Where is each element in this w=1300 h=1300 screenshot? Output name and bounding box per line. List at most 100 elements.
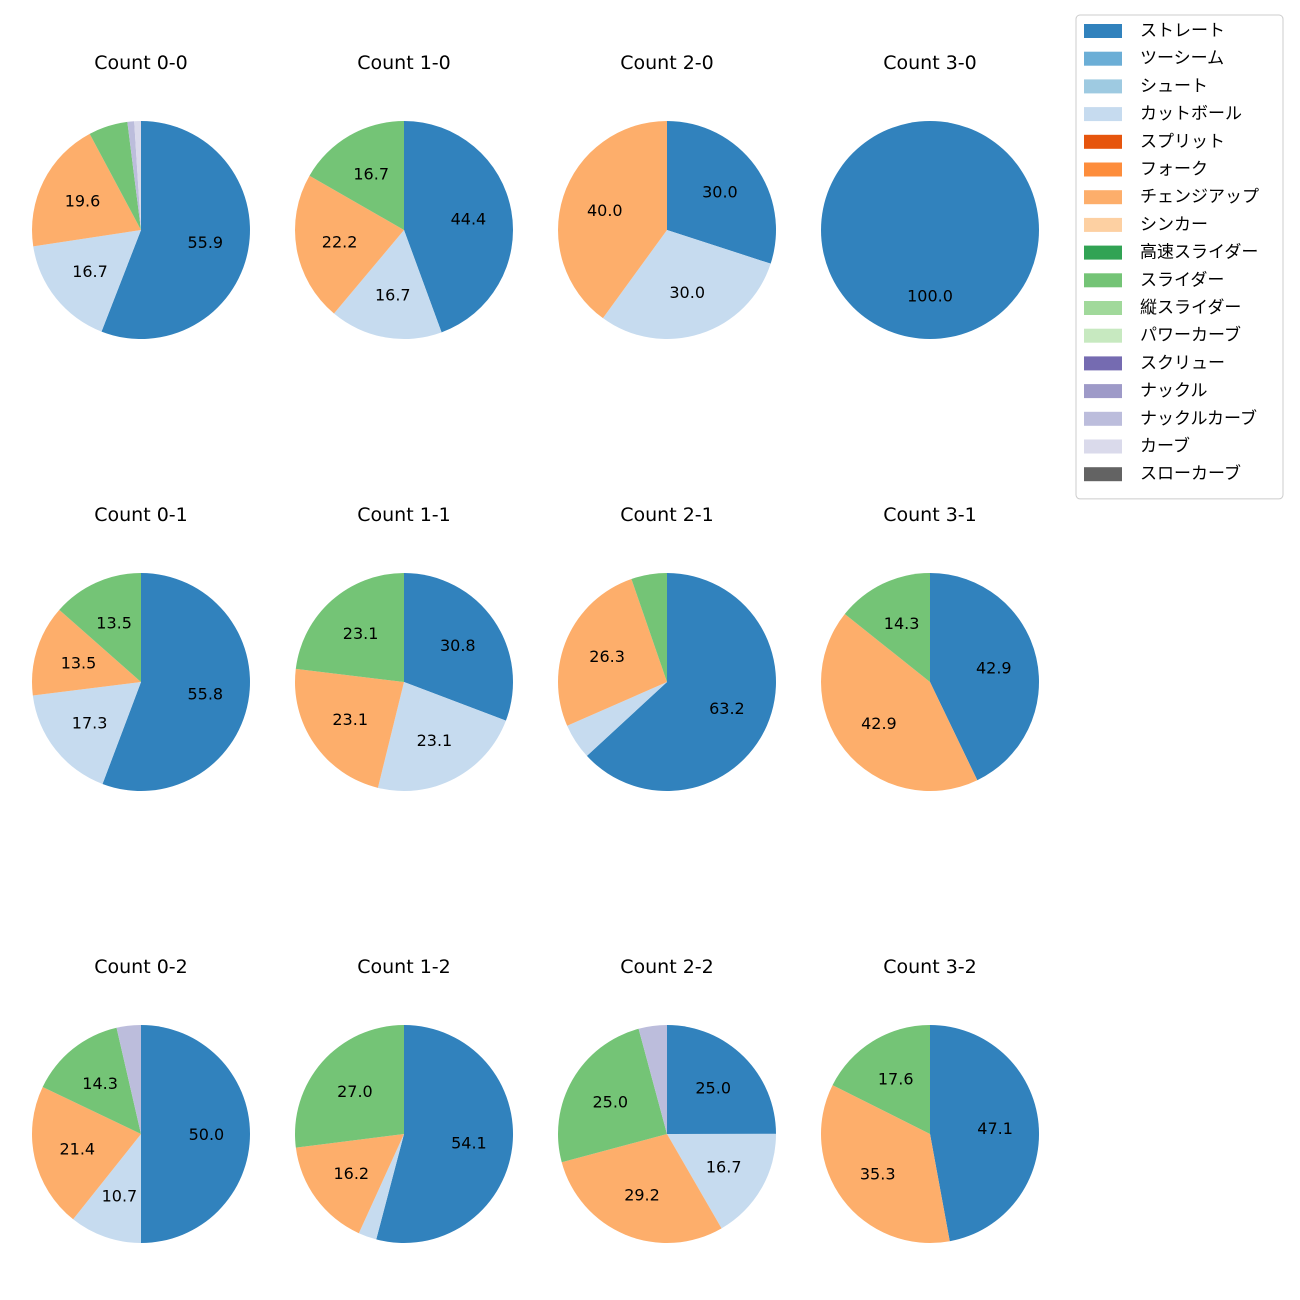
legend-swatch (1084, 51, 1122, 66)
pie-slice-label: 16.7 (72, 262, 108, 281)
pie-2: Count 1-0 44.4 16.7 22.2 16.7 (294, 52, 513, 340)
pie-slice (557, 578, 667, 726)
legend-swatch (1084, 134, 1122, 149)
pie-slice-label: 16.7 (375, 285, 411, 304)
pie-slice-label: 100.0 (907, 286, 953, 305)
pie-slice (134, 121, 141, 230)
legend-label: シンカー (1140, 215, 1208, 235)
pie-slice (667, 121, 777, 264)
pie-slice (404, 121, 513, 333)
pie-title: Count 2-1 (620, 504, 714, 526)
pie-slice-label: 25.0 (695, 1079, 731, 1098)
pie-title: Count 0-2 (94, 956, 188, 978)
pie-slice-label: 23.1 (332, 710, 368, 729)
legend-swatch (1084, 439, 1122, 454)
pie-slice (32, 682, 142, 784)
pie-slice (295, 1134, 404, 1234)
legend-label: ナックル (1140, 381, 1208, 401)
legend-label: カーブ (1140, 436, 1190, 457)
legend-label: スクリュー (1140, 353, 1225, 373)
pie-slice-label: 55.9 (187, 233, 223, 252)
pie-slice-label: 30.0 (702, 183, 738, 202)
pie-slice-label: 26.3 (589, 647, 625, 666)
pie-slice (59, 573, 141, 682)
legend-swatch (1084, 411, 1122, 426)
pie-title: Count 1-0 (357, 52, 451, 74)
pie-slice-label: 17.3 (72, 714, 108, 733)
pie-slice (638, 1025, 667, 1134)
pie-title: Count 0-0 (94, 52, 188, 74)
legend: ストレートツーシームシュートカットボールスプリットフォークチェンジアップシンカー… (1075, 14, 1284, 500)
pie-slice-label: 13.5 (96, 613, 132, 632)
pie-slice (333, 230, 442, 340)
legend-frame (1075, 14, 1284, 500)
pie-slice-label: 25.0 (592, 1092, 628, 1111)
legend-swatch (1084, 467, 1122, 482)
pie-slice-label: 23.1 (343, 624, 379, 643)
pie-slice (294, 175, 404, 314)
pie-slice-label: 17.6 (878, 1069, 914, 1088)
pie-slice-label: 42.9 (861, 714, 897, 733)
pie-slice (89, 121, 141, 230)
pie-title: Count 3-0 (883, 52, 977, 74)
legend-swatch (1084, 79, 1122, 94)
pie-slice-label: 14.3 (82, 1074, 118, 1093)
pie-slice (32, 1086, 142, 1220)
pie-slice-label: 50.0 (189, 1125, 225, 1144)
pie-slice-label: 44.4 (451, 210, 487, 229)
pie-slice (358, 1134, 404, 1240)
pie-7: Count 2-1 63.2 26.3 (557, 504, 776, 791)
pie-slice (602, 230, 771, 340)
legend-swatch (1084, 24, 1122, 38)
legend-label: スライダー (1140, 270, 1224, 290)
pie-slice (631, 573, 667, 682)
pie-slice (557, 1028, 667, 1163)
legend-label: ナックルカーブ (1140, 408, 1257, 429)
pie-slice (32, 133, 141, 247)
pie-5: Count 0-1 55.8 17.3 13.5 13.5 (32, 504, 250, 791)
pie-slice-label: 10.7 (102, 1187, 138, 1206)
pie-slice (930, 572, 1040, 781)
pie-slice (32, 609, 141, 696)
pie-slice-label: 21.4 (59, 1140, 95, 1159)
pie-1: Count 0-0 55.9 16.7 19.6 (32, 52, 250, 339)
pie-12: Count 3-2 47.1 35.3 17.6 (820, 956, 1040, 1244)
pie-9: Count 0-2 50.0 10.7 21.4 14.3 (32, 956, 250, 1243)
pie-slice (295, 1025, 404, 1148)
pie-slice (33, 230, 141, 332)
pie-title: Count 3-1 (883, 504, 977, 526)
pie-slice (821, 121, 1039, 339)
pie-title: Count 2-0 (620, 52, 714, 74)
pie-slice-label: 29.2 (624, 1185, 660, 1204)
pie-3: Count 2-0 30.0 30.0 40.0 (558, 52, 777, 340)
pie-slice (73, 1134, 141, 1243)
pie-slice-label: 47.1 (977, 1119, 1013, 1138)
pie-slice-label: 63.2 (709, 699, 745, 718)
pie-slice (141, 1025, 250, 1243)
pie-slice (101, 121, 250, 339)
pie-slice-label: 13.5 (61, 654, 97, 673)
pie-slice (404, 573, 514, 721)
pie-slice (832, 1025, 930, 1134)
legend-swatch (1084, 107, 1122, 122)
pie-slice (567, 682, 667, 756)
pie-slice (377, 682, 506, 791)
legend-label: カットボール (1140, 104, 1242, 124)
pie-slice-label: 14.3 (884, 614, 920, 633)
pie-slice (561, 1134, 722, 1244)
legend-label: 縦スライダー (1140, 298, 1241, 318)
pie-slice (820, 1085, 950, 1244)
pie-title: Count 1-2 (357, 956, 451, 978)
pie-8: Count 3-1 42.9 42.9 14.3 (820, 504, 1040, 792)
pie-slice (127, 121, 141, 230)
pie-title: Count 0-1 (94, 504, 188, 526)
pie-slice-label: 19.6 (65, 192, 101, 211)
pie-slice (586, 573, 776, 791)
legend-swatch (1084, 328, 1122, 343)
legend-swatch (1084, 273, 1122, 288)
pie-slice (102, 573, 250, 791)
pie-slice (42, 1027, 141, 1134)
pie-slice-label: 27.0 (337, 1082, 373, 1101)
pie-title: Count 1-1 (357, 504, 451, 526)
